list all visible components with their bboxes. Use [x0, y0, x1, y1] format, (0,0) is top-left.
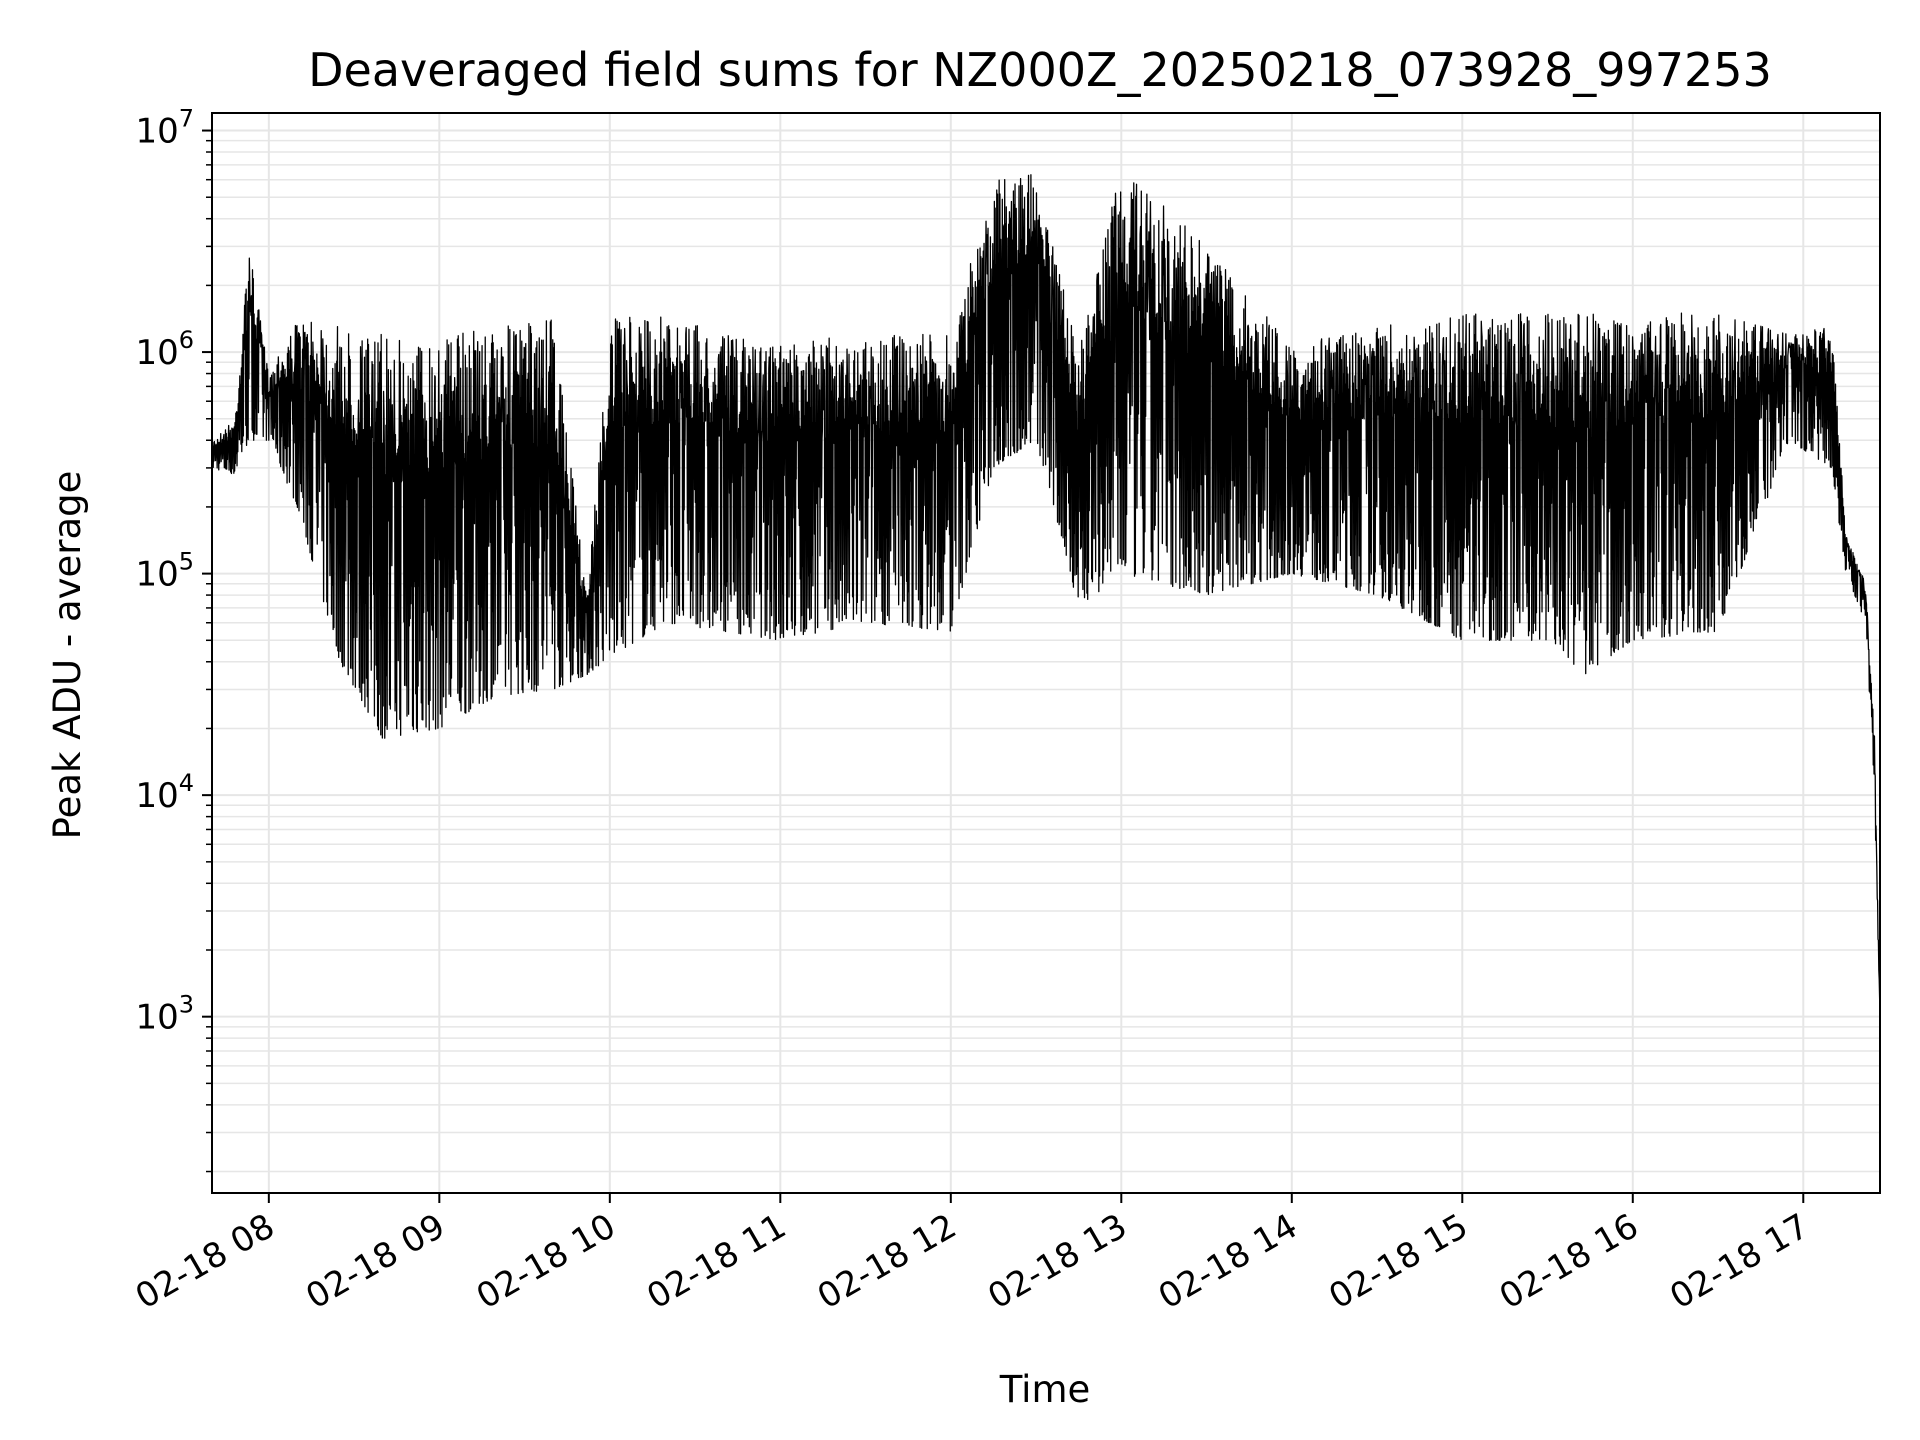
series-line — [211, 174, 1881, 1017]
y-tick-label: 107 — [135, 105, 194, 152]
y-tick-label: 104 — [135, 769, 194, 816]
y-tick-label: 106 — [135, 326, 194, 373]
plot-frame — [211, 112, 1881, 1194]
y-tick-label: 103 — [135, 991, 194, 1038]
x-axis-title: Time — [999, 1368, 1091, 1411]
chart-title: Deaveraged field sums for NZ000Z_2025021… — [308, 43, 1772, 97]
y-tick-label: 105 — [135, 548, 194, 595]
y-axis-title: Peak ADU - average — [46, 471, 89, 840]
